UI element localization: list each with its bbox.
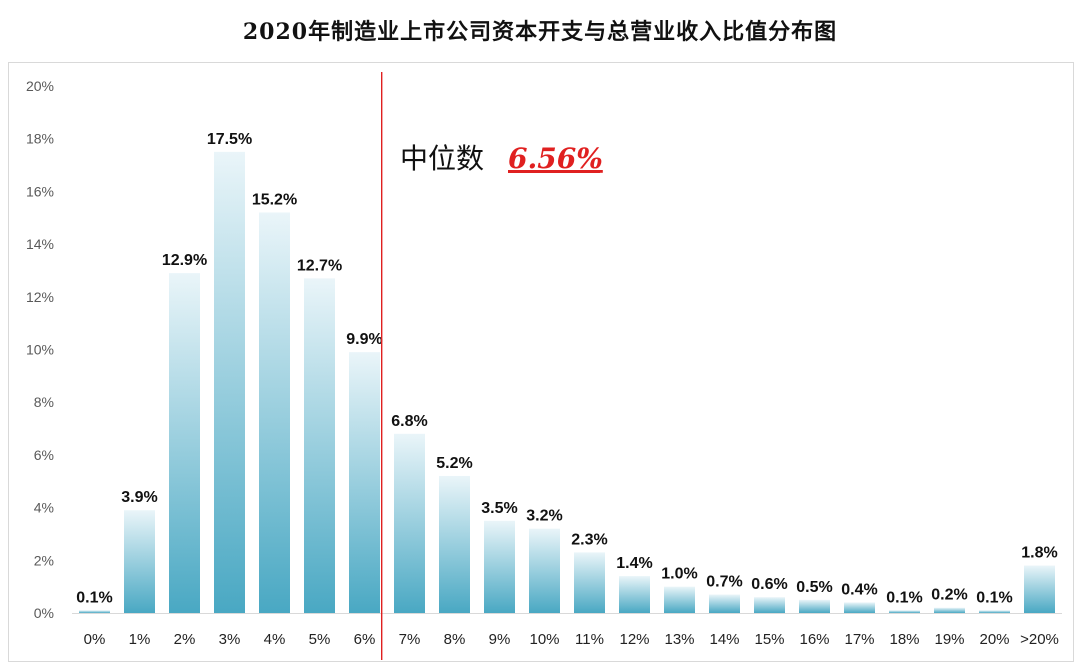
bar (799, 599, 830, 613)
x-tick-label: 2% (174, 631, 196, 648)
bar (169, 273, 200, 613)
y-tick-label: 0% (34, 605, 54, 621)
x-tick-label: 1% (129, 631, 151, 648)
x-tick-label: 13% (664, 631, 694, 648)
bar (484, 520, 515, 613)
x-tick-label: 19% (934, 631, 964, 648)
bar (214, 151, 245, 613)
bar (754, 597, 785, 613)
data-label: 1.0% (661, 566, 697, 583)
x-tick-label: 15% (754, 631, 784, 648)
bar (304, 278, 335, 613)
data-label: 0.5% (796, 579, 832, 596)
bar (439, 475, 470, 613)
data-label: 0.7% (706, 574, 742, 591)
x-tick-label: 10% (529, 631, 559, 648)
data-label: 1.4% (616, 555, 652, 572)
x-tick-label: 3% (219, 631, 241, 648)
data-label: 0.4% (841, 581, 877, 598)
data-label: 3.5% (481, 500, 517, 517)
y-tick-label: 4% (34, 500, 54, 516)
bar (79, 610, 110, 613)
bar (124, 510, 155, 613)
y-tick-label: 12% (26, 289, 54, 305)
data-label: 0.1% (76, 589, 112, 606)
data-label: 12.9% (162, 252, 207, 269)
bar (259, 212, 290, 614)
median-marker: 中位数 6.56% (381, 72, 603, 660)
data-label: 12.7% (297, 257, 342, 274)
x-tick-label: 16% (799, 631, 829, 648)
y-tick-label: 14% (26, 236, 54, 252)
data-label: 3.2% (526, 508, 562, 525)
data-label: 6.8% (391, 413, 427, 430)
bar (889, 610, 920, 613)
data-label: 5.2% (436, 455, 472, 472)
bar (934, 607, 965, 613)
bar (529, 528, 560, 613)
data-labels: 0.1% 3.9% 12.9% 17.5% 15.2% 12.7% 9.9% 6.8% 5.2%… (76, 131, 1057, 606)
bars (79, 151, 1055, 614)
plot-frame (8, 62, 1074, 662)
x-tick-label: 4% (264, 631, 286, 648)
bar (979, 610, 1010, 613)
data-label: 0.2% (931, 587, 967, 604)
y-axis: 0% 2% 4% 6% 8% 10% 12% 14% 16% 18% 20% (26, 78, 1062, 621)
bar (394, 433, 425, 613)
x-tick-label: >20% (1020, 631, 1059, 648)
x-tick-label: 9% (489, 631, 511, 648)
data-label: 9.9% (346, 331, 382, 348)
median-label: 中位数 (400, 142, 484, 175)
bar (1024, 565, 1055, 613)
x-tick-label: 8% (444, 631, 466, 648)
x-tick-label: 12% (619, 631, 649, 648)
data-label: 0.1% (886, 589, 922, 606)
y-tick-label: 2% (34, 552, 54, 568)
y-tick-label: 18% (26, 131, 54, 147)
x-tick-label: 11% (575, 631, 604, 648)
data-label: 2.3% (571, 531, 607, 548)
x-tick-label: 14% (709, 631, 739, 648)
x-tick-label: 18% (889, 631, 919, 648)
data-label: 0.6% (751, 576, 787, 593)
bar (664, 586, 695, 613)
bar (349, 352, 380, 613)
data-label: 0.1% (976, 589, 1012, 606)
data-label: 17.5% (207, 131, 252, 148)
data-label: 3.9% (121, 489, 157, 506)
bar (844, 602, 875, 613)
y-tick-label: 20% (26, 78, 54, 94)
chart-title: 2020年制造业上市公司资本开支与总营业收入比值分布图 (242, 19, 838, 45)
x-tick-label: 20% (979, 631, 1009, 648)
data-label: 15.2% (252, 191, 297, 208)
x-tick-label: 0% (84, 631, 106, 648)
y-tick-label: 16% (26, 183, 54, 199)
x-tick-label: 5% (309, 631, 331, 648)
y-tick-label: 6% (34, 447, 54, 463)
x-tick-label: 17% (844, 631, 874, 648)
x-tick-label: 7% (399, 631, 421, 648)
y-tick-label: 8% (34, 394, 54, 410)
bar (709, 594, 740, 613)
bar (619, 576, 650, 613)
data-label: 1.8% (1021, 545, 1057, 562)
x-tick-label: 6% (354, 631, 376, 648)
bar (574, 552, 605, 613)
median-value: 6.56% (508, 142, 603, 175)
x-axis: 0% 1% 2% 3% 4% 5% 6% 7% 8% 9% 10% 11% 12% 13% 14% 15% 16… (84, 631, 1059, 648)
y-tick-label: 10% (26, 342, 54, 358)
